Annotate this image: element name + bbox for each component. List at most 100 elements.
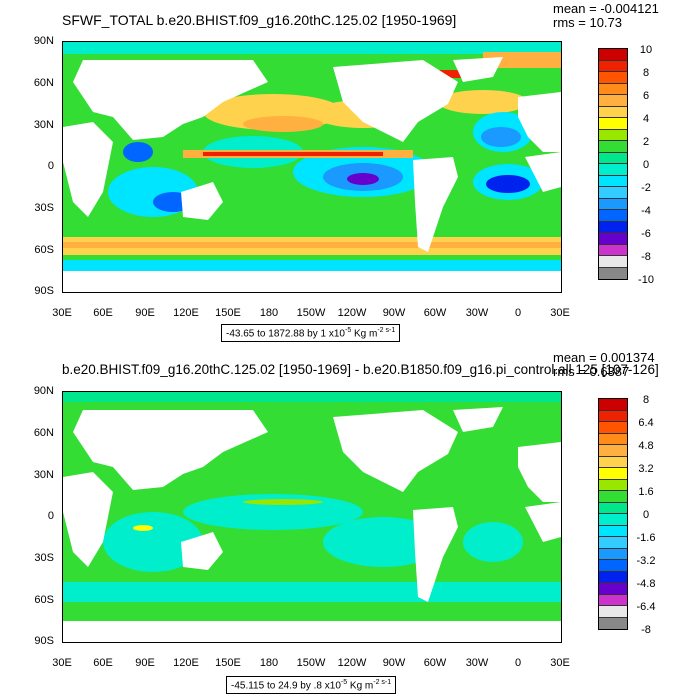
- panel2-colorbar-label: -6.4: [636, 601, 656, 613]
- colorbar-swatch: [599, 129, 627, 141]
- panel1-colorbar-label: -2: [641, 182, 651, 194]
- colorbar-swatch: [599, 164, 627, 176]
- colorbar-swatch: [599, 72, 627, 84]
- colorbar-swatch: [599, 606, 627, 618]
- colorbar-swatch: [599, 233, 627, 245]
- panel1-colorbar-label: 6: [642, 90, 650, 102]
- colorbar-swatch: [599, 617, 627, 629]
- panel2-colorbar-label: 1.6: [638, 486, 654, 498]
- colorbar-swatch: [599, 118, 627, 130]
- panel1-colorbar: [598, 48, 628, 280]
- colorbar-swatch: [599, 410, 627, 422]
- colorbar-swatch: [599, 198, 627, 210]
- panel2-colorbar-label: -1.6: [636, 532, 656, 544]
- panel2-colorbar-label: -8: [641, 624, 651, 636]
- colorbar-swatch: [599, 210, 627, 222]
- panel2-lon-label: 150W: [296, 657, 326, 669]
- panel1-lat-label: 0: [47, 160, 54, 172]
- panel1-lat-label: 60S: [34, 244, 54, 256]
- colorbar-swatch: [599, 583, 627, 595]
- panel2-colorbar-label: 8: [642, 394, 650, 406]
- panel1-colorbar-label: -4: [641, 205, 651, 217]
- colorbar-swatch: [599, 83, 627, 95]
- colorbar-swatch: [599, 256, 627, 268]
- panel1-colorbar-label: -6: [641, 228, 651, 240]
- panel2-lat-label: 60S: [34, 594, 54, 606]
- panel1-lat-label: 60N: [33, 77, 54, 89]
- panel1-colorbar-label: 0: [642, 159, 650, 171]
- panel2-mean: mean = 0.001374: [553, 350, 655, 365]
- panel2-lon-label: 90E: [135, 657, 155, 669]
- panel2-lat-label: 0: [47, 510, 54, 522]
- panel1-lon-label: 120W: [337, 307, 367, 319]
- panel1-lon-label: 30W: [465, 307, 489, 319]
- colorbar-swatch: [599, 468, 627, 480]
- colorbar-swatch: [599, 433, 627, 445]
- panel2-colorbar-label: 0: [642, 509, 650, 521]
- panel1-lon-label: 30E: [550, 307, 570, 319]
- panel2-lon-label: 180: [259, 657, 279, 669]
- colorbar-swatch: [599, 106, 627, 118]
- panel2-lon-label: 30W: [465, 657, 489, 669]
- panel2-map: [62, 391, 562, 643]
- panel2-lon-label: 90W: [382, 657, 406, 669]
- panel2-colorbar-label: 4.8: [638, 440, 654, 452]
- panel2-lon-label: 150E: [215, 657, 241, 669]
- panel1-title: SFWF_TOTAL b.e20.BHIST.f09_g16.20thC.125…: [62, 12, 457, 28]
- colorbar-swatch: [599, 49, 627, 61]
- colorbar-swatch: [599, 152, 627, 164]
- colorbar-swatch: [599, 525, 627, 537]
- panel1-lon-label: 0: [514, 307, 522, 319]
- colorbar-swatch: [599, 571, 627, 583]
- panel2-field-svg: [63, 392, 561, 642]
- panel1-lon-label: 120E: [173, 307, 199, 319]
- panel2-lon-label: 120E: [173, 657, 199, 669]
- colorbar-swatch: [599, 594, 627, 606]
- colorbar-swatch: [599, 244, 627, 256]
- panel2-title: b.e20.BHIST.f09_g16.20thC.125.02 [1950-1…: [62, 362, 659, 377]
- panel1-colorbar-label: 8: [642, 67, 650, 79]
- panel1-contour-info: -43.65 to 1872.88 by 1 x10-5 Kg m-2 s-1: [221, 324, 401, 343]
- panel2-colorbar-label: -4.8: [636, 578, 656, 590]
- panel2-lon-label: 120W: [337, 657, 367, 669]
- panel1-colorbar-label: 10: [639, 44, 653, 56]
- colorbar-swatch: [599, 502, 627, 514]
- panel1-lon-label: 90W: [382, 307, 406, 319]
- colorbar-swatch: [599, 445, 627, 457]
- panel1-lat-label: 90N: [33, 35, 54, 47]
- panel2-lon-label: 30E: [52, 657, 72, 669]
- panel1-mean: mean = -0.004121: [553, 1, 659, 16]
- colorbar-swatch: [599, 514, 627, 526]
- panel1-colorbar-label: 2: [642, 136, 650, 148]
- colorbar-swatch: [599, 479, 627, 491]
- panel2-colorbar-label: 3.2: [638, 463, 654, 475]
- panel2-colorbar: [598, 398, 628, 630]
- panel1-lat-label: 30S: [34, 202, 54, 214]
- panel1-lon-label: 180: [259, 307, 279, 319]
- panel2-lon-label: 0: [514, 657, 522, 669]
- panel1-lat-label: 30N: [33, 119, 54, 131]
- panel2-lon-label: 30E: [550, 657, 570, 669]
- colorbar-swatch: [599, 141, 627, 153]
- colorbar-swatch: [599, 95, 627, 107]
- panel2-lat-label: 30N: [33, 469, 54, 481]
- panel2-lon-label: 60W: [423, 657, 447, 669]
- colorbar-swatch: [599, 175, 627, 187]
- panel2-lat-label: 60N: [33, 427, 54, 439]
- panel2-colorbar-label: -3.2: [636, 555, 656, 567]
- panel1-lat-label: 90S: [34, 285, 54, 297]
- panel1-colorbar-label: 4: [642, 113, 650, 125]
- colorbar-swatch: [599, 560, 627, 572]
- panel1-rms: rms = 10.73: [553, 15, 623, 30]
- panel1-lon-label: 150E: [215, 307, 241, 319]
- colorbar-swatch: [599, 537, 627, 549]
- colorbar-swatch: [599, 491, 627, 503]
- panel2-contour-info: -45.115 to 24.9 by .8 x10-5 Kg m-2 s-1: [226, 676, 397, 695]
- colorbar-swatch: [599, 60, 627, 72]
- colorbar-swatch: [599, 267, 627, 279]
- panel2-rms: rms = 0.6387: [553, 364, 630, 379]
- colorbar-swatch: [599, 422, 627, 434]
- panel1-lon-label: 90E: [135, 307, 155, 319]
- panel1-colorbar-label: -10: [638, 274, 654, 286]
- panel1-colorbar-label: -8: [641, 251, 651, 263]
